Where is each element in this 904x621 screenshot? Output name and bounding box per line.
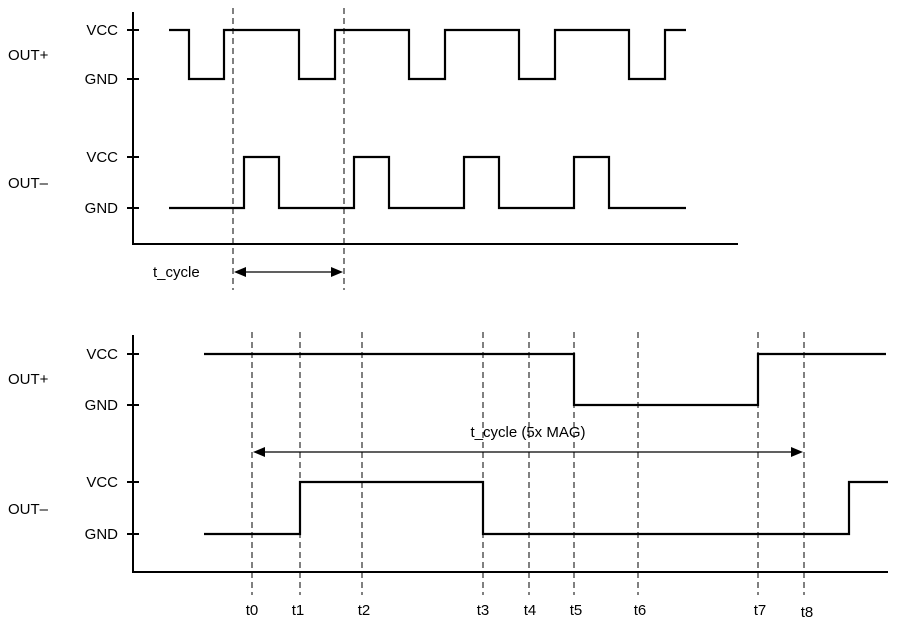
marker-t4-label: t4 [524,602,537,619]
bottom-panel: VCC GND OUT+ VCC GND OUT– t_cycle (5x MA… [8,332,888,621]
top-out-plus-label: OUT+ [8,47,49,64]
top-panel: VCC GND OUT+ VCC GND OUT– t_cycle [8,8,738,290]
top-out-minus-gnd-label: GND [85,200,119,217]
top-out-minus-waveform [169,155,686,210]
bottom-out-minus-gnd-label: GND [85,526,119,543]
marker-t3-label: t3 [477,602,490,619]
marker-t5-label: t5 [570,602,583,619]
bottom-out-minus-waveform [204,480,888,536]
bottom-axes [132,335,888,573]
bottom-out-minus-label: OUT– [8,501,49,518]
bottom-out-plus-waveform [204,352,886,407]
marker-t7-label: t7 [754,602,767,619]
bottom-out-plus-vcc-label: VCC [86,346,118,363]
marker-t0-label: t0 [246,602,259,619]
top-out-plus-waveform [169,28,686,81]
top-out-minus-label: OUT– [8,175,49,192]
top-cycle-label: t_cycle [153,264,200,281]
marker-t1-label: t1 [292,602,305,619]
top-cycle-arrow [234,267,343,277]
bottom-out-plus-label: OUT+ [8,371,49,388]
bottom-out-plus-gnd-label: GND [85,397,119,414]
bottom-cycle-arrow [253,447,803,457]
marker-t6-label: t6 [634,602,647,619]
top-out-plus-vcc-label: VCC [86,22,118,39]
top-out-minus-vcc-label: VCC [86,149,118,166]
bottom-cycle-label: t_cycle (5x MAG) [470,424,585,441]
marker-t8-label: t8 [801,604,814,621]
top-y-axis [132,12,738,245]
marker-t2-label: t2 [358,602,371,619]
top-out-plus-gnd-label: GND [85,71,119,88]
bottom-out-minus-vcc-label: VCC [86,474,118,491]
